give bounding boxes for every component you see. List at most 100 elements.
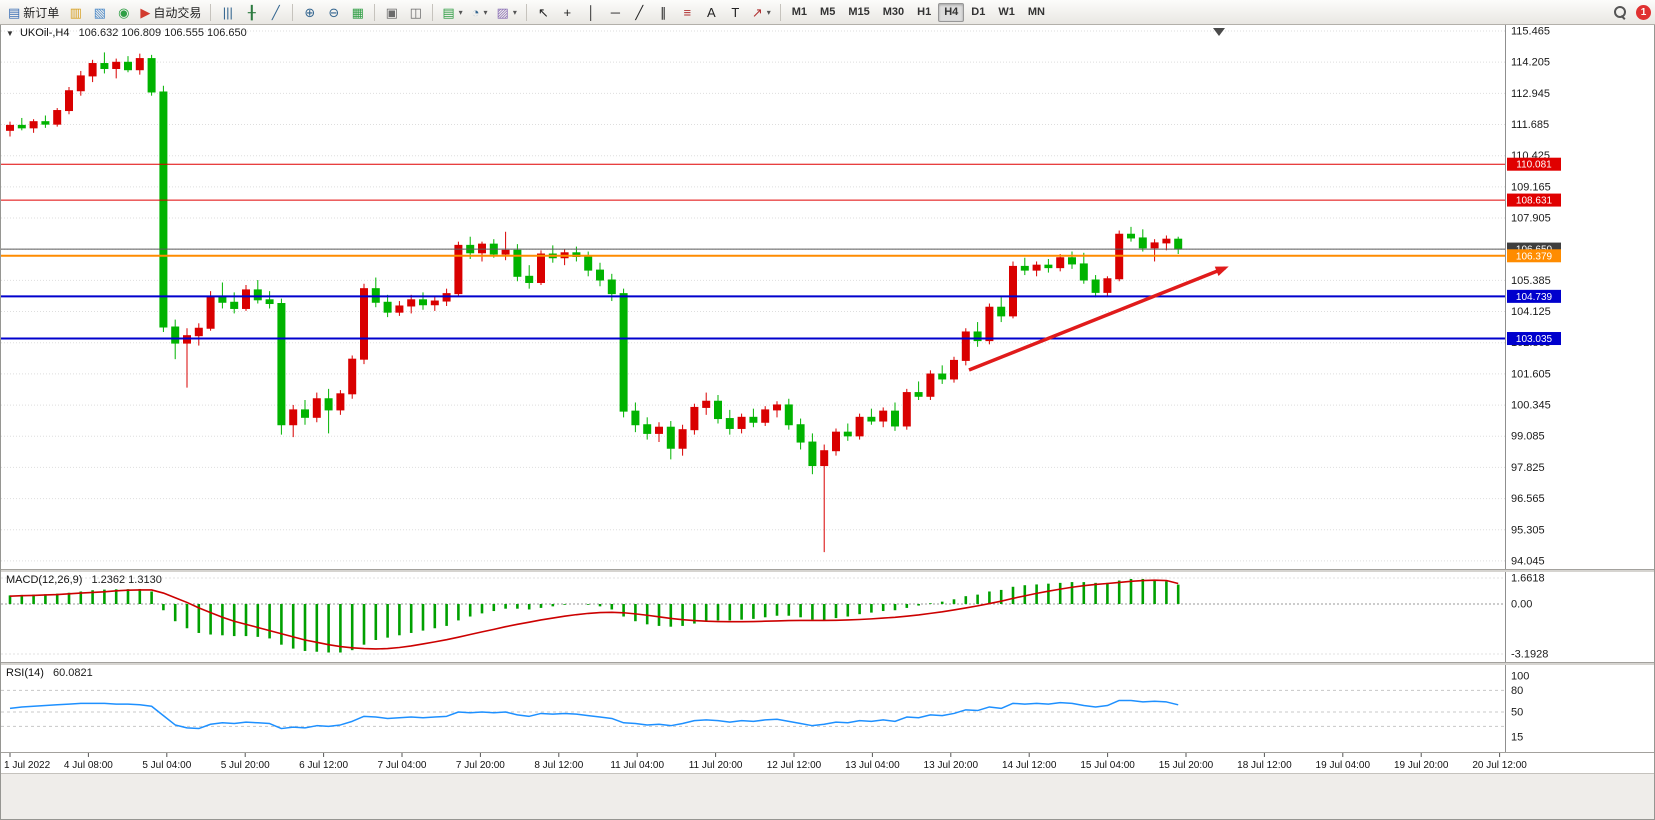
price-axis-label: 99.085	[1511, 431, 1545, 443]
time-label: 18 Jul 12:00	[1237, 760, 1292, 771]
rsi-chart[interactable]: 100 80 50 15	[1, 665, 1654, 752]
arrange-windows-button[interactable]: ◫	[404, 2, 427, 23]
terminal-button[interactable]: ◉	[112, 2, 135, 23]
time-label: 7 Jul 20:00	[455, 760, 505, 771]
bar-chart-mode-button[interactable]: |||	[216, 2, 239, 23]
zoom-out-icon: ⊖	[328, 4, 340, 20]
horizontal-line-tool-button[interactable]: ─	[604, 2, 627, 23]
channel-tool-button[interactable]: ∥	[652, 2, 675, 23]
channel-icon: ∥	[660, 4, 667, 20]
chart-window: 115.465 114.205 112.945 111.685 110.425 109.1…	[0, 25, 1655, 820]
line-chart-icon: ╱	[271, 4, 280, 20]
timeframe-button-m15[interactable]: M15	[848, 5, 870, 18]
price-axis-label: 104.125	[1511, 306, 1551, 318]
main-chart-panel[interactable]: 115.465 114.205 112.945 111.685 110.425 109.1…	[1, 25, 1654, 569]
rsi-panel[interactable]: 100 80 50 15 RSI(14) 60.0821	[1, 665, 1654, 752]
time-label: 13 Jul 04:00	[845, 760, 900, 771]
panel-splitter[interactable]	[1, 569, 1654, 572]
time-label: 1 Jul 2022	[4, 760, 51, 771]
cursor-icon: ↖	[537, 4, 549, 20]
macd-panel[interactable]: 1.6618 0.00 -3.1928 MACD(12,26,9) 1.2362 1…	[1, 572, 1654, 662]
timeframe-button-d1[interactable]: D1	[971, 5, 986, 18]
crosshair-tool-button[interactable]: +	[556, 2, 579, 23]
price-axis-label: 97.825	[1511, 462, 1545, 474]
new-chart-button[interactable]: ▤ ▾	[438, 2, 466, 23]
vertical-line-tool-button[interactable]: │	[580, 2, 603, 23]
trend-arrow[interactable]	[968, 266, 1229, 372]
timeframe-button-mn[interactable]: MN	[1027, 5, 1045, 18]
tile-windows-button[interactable]: ▦	[346, 2, 369, 23]
price-tag: 104.739	[1507, 289, 1561, 303]
time-label: 4 Jul 08:00	[63, 760, 113, 771]
fibonacci-tool-button[interactable]: ≡	[676, 2, 699, 23]
autotrading-button[interactable]: ▶ 自动交易	[136, 2, 205, 23]
autotrading-button-label: 自动交易	[153, 5, 202, 20]
new-order-button[interactable]: ▤ 新订单	[4, 2, 63, 23]
toolbar-separator	[779, 3, 781, 21]
text-tool-button[interactable]: A	[700, 2, 723, 23]
candlestick-mode-button[interactable]: ╂	[240, 2, 263, 23]
text-label-tool-button[interactable]: T	[724, 2, 747, 23]
arrows-icon: ↗	[751, 4, 763, 20]
trendline-tool-button[interactable]: ╱	[628, 2, 651, 23]
chevron-down-icon: ▾	[458, 7, 463, 17]
periods-button[interactable]: ◔ ▾	[468, 2, 492, 23]
line-chart-mode-button[interactable]: ╱	[264, 2, 287, 23]
price-axis-label: 107.905	[1511, 213, 1551, 225]
zoom-out-button[interactable]: ⊖	[322, 2, 345, 23]
time-label: 8 Jul 12:00	[534, 760, 584, 771]
navigator-button[interactable]: ▧	[88, 2, 111, 23]
collapse-arrow-icon[interactable]: ▼	[6, 29, 14, 38]
cascade-windows-button[interactable]: ▣	[380, 2, 403, 23]
zoom-in-button[interactable]: ⊕	[298, 2, 321, 23]
candlestick-series	[6, 52, 1183, 553]
time-axis[interactable]: 1 Jul 2022 4 Jul 08:00 5 Jul 04:00 5 Jul 20…	[1, 752, 1654, 773]
timeframe-button-m1[interactable]: M1	[791, 5, 808, 18]
market-watch-button[interactable]: ▥	[64, 2, 87, 23]
chart-shift-marker[interactable]	[1213, 28, 1225, 36]
rsi-label: RSI(14)	[6, 667, 44, 679]
timeframe-button-h4[interactable]: H4	[938, 2, 965, 22]
candlestick-chart[interactable]: 115.465114.205112.945111.685110.425109.1…	[1, 25, 1654, 569]
candlestick-icon: ╂	[247, 4, 256, 20]
timeframe-button-h1[interactable]: H1	[917, 5, 932, 18]
price-axis-label: 95.305	[1511, 524, 1545, 536]
price-axis-label: 96.565	[1511, 493, 1545, 505]
zoom-in-icon: ⊕	[304, 4, 316, 20]
macd-values: 1.2362 1.3130	[91, 574, 162, 586]
fibonacci-icon: ≡	[683, 4, 692, 20]
macd-header: MACD(12,26,9) 1.2362 1.3130	[6, 574, 162, 586]
toolbar: ▤ 新订单 ▥ ▧ ◉ ▶ 自动交易 ||| ╂ ╱ ⊕ ⊖ ▦ ▣ ◫ ▤ ▾ ◔ ▾ ▨ ▾ ↖ + │ ─ ╱ ∥ ≡ A T ↗ ▾ M…	[0, 0, 1655, 25]
rsi-header: RSI(14) 60.0821	[6, 667, 93, 679]
time-label: 19 Jul 20:00	[1393, 760, 1449, 771]
navigator-icon: ▧	[93, 4, 106, 20]
terminal-icon: ◉	[118, 4, 130, 20]
arrows-tool-button[interactable]: ↗ ▾	[748, 2, 775, 23]
svg-text:110.081: 110.081	[1516, 160, 1552, 171]
time-label: 15 Jul 20:00	[1158, 760, 1214, 771]
timeframe-button-m30[interactable]: M30	[882, 5, 905, 18]
price-tag: 106.379	[1507, 249, 1561, 263]
notifications-badge[interactable]: 1	[1636, 4, 1651, 20]
timeframe-button-w1[interactable]: W1	[998, 5, 1015, 18]
new-chart-icon: ▤	[442, 4, 455, 20]
price-axis-label: 109.165	[1511, 181, 1551, 193]
tile-windows-icon: ▦	[351, 4, 364, 20]
market-watch-icon: ▥	[69, 4, 82, 20]
time-label: 14 Jul 12:00	[1001, 760, 1057, 771]
svg-text:108.631: 108.631	[1516, 196, 1553, 207]
panel-splitter[interactable]	[1, 662, 1654, 665]
timeframe-button-m5[interactable]: M5	[820, 5, 836, 18]
autotrading-icon: ▶	[140, 4, 151, 20]
cursor-tool-button[interactable]: ↖	[532, 2, 555, 23]
macd-chart[interactable]: 1.6618 0.00 -3.1928	[1, 572, 1654, 662]
time-label: 19 Jul 04:00	[1315, 760, 1371, 771]
time-label: 7 Jul 04:00	[377, 760, 427, 771]
arrange-windows-icon: ◫	[409, 4, 422, 20]
search-button[interactable]	[1608, 2, 1631, 23]
template-icon: ▨	[496, 4, 509, 20]
templates-button[interactable]: ▨ ▾	[493, 2, 521, 23]
cascade-windows-icon: ▣	[385, 4, 398, 20]
rsi-axis-label: 15	[1511, 732, 1523, 744]
